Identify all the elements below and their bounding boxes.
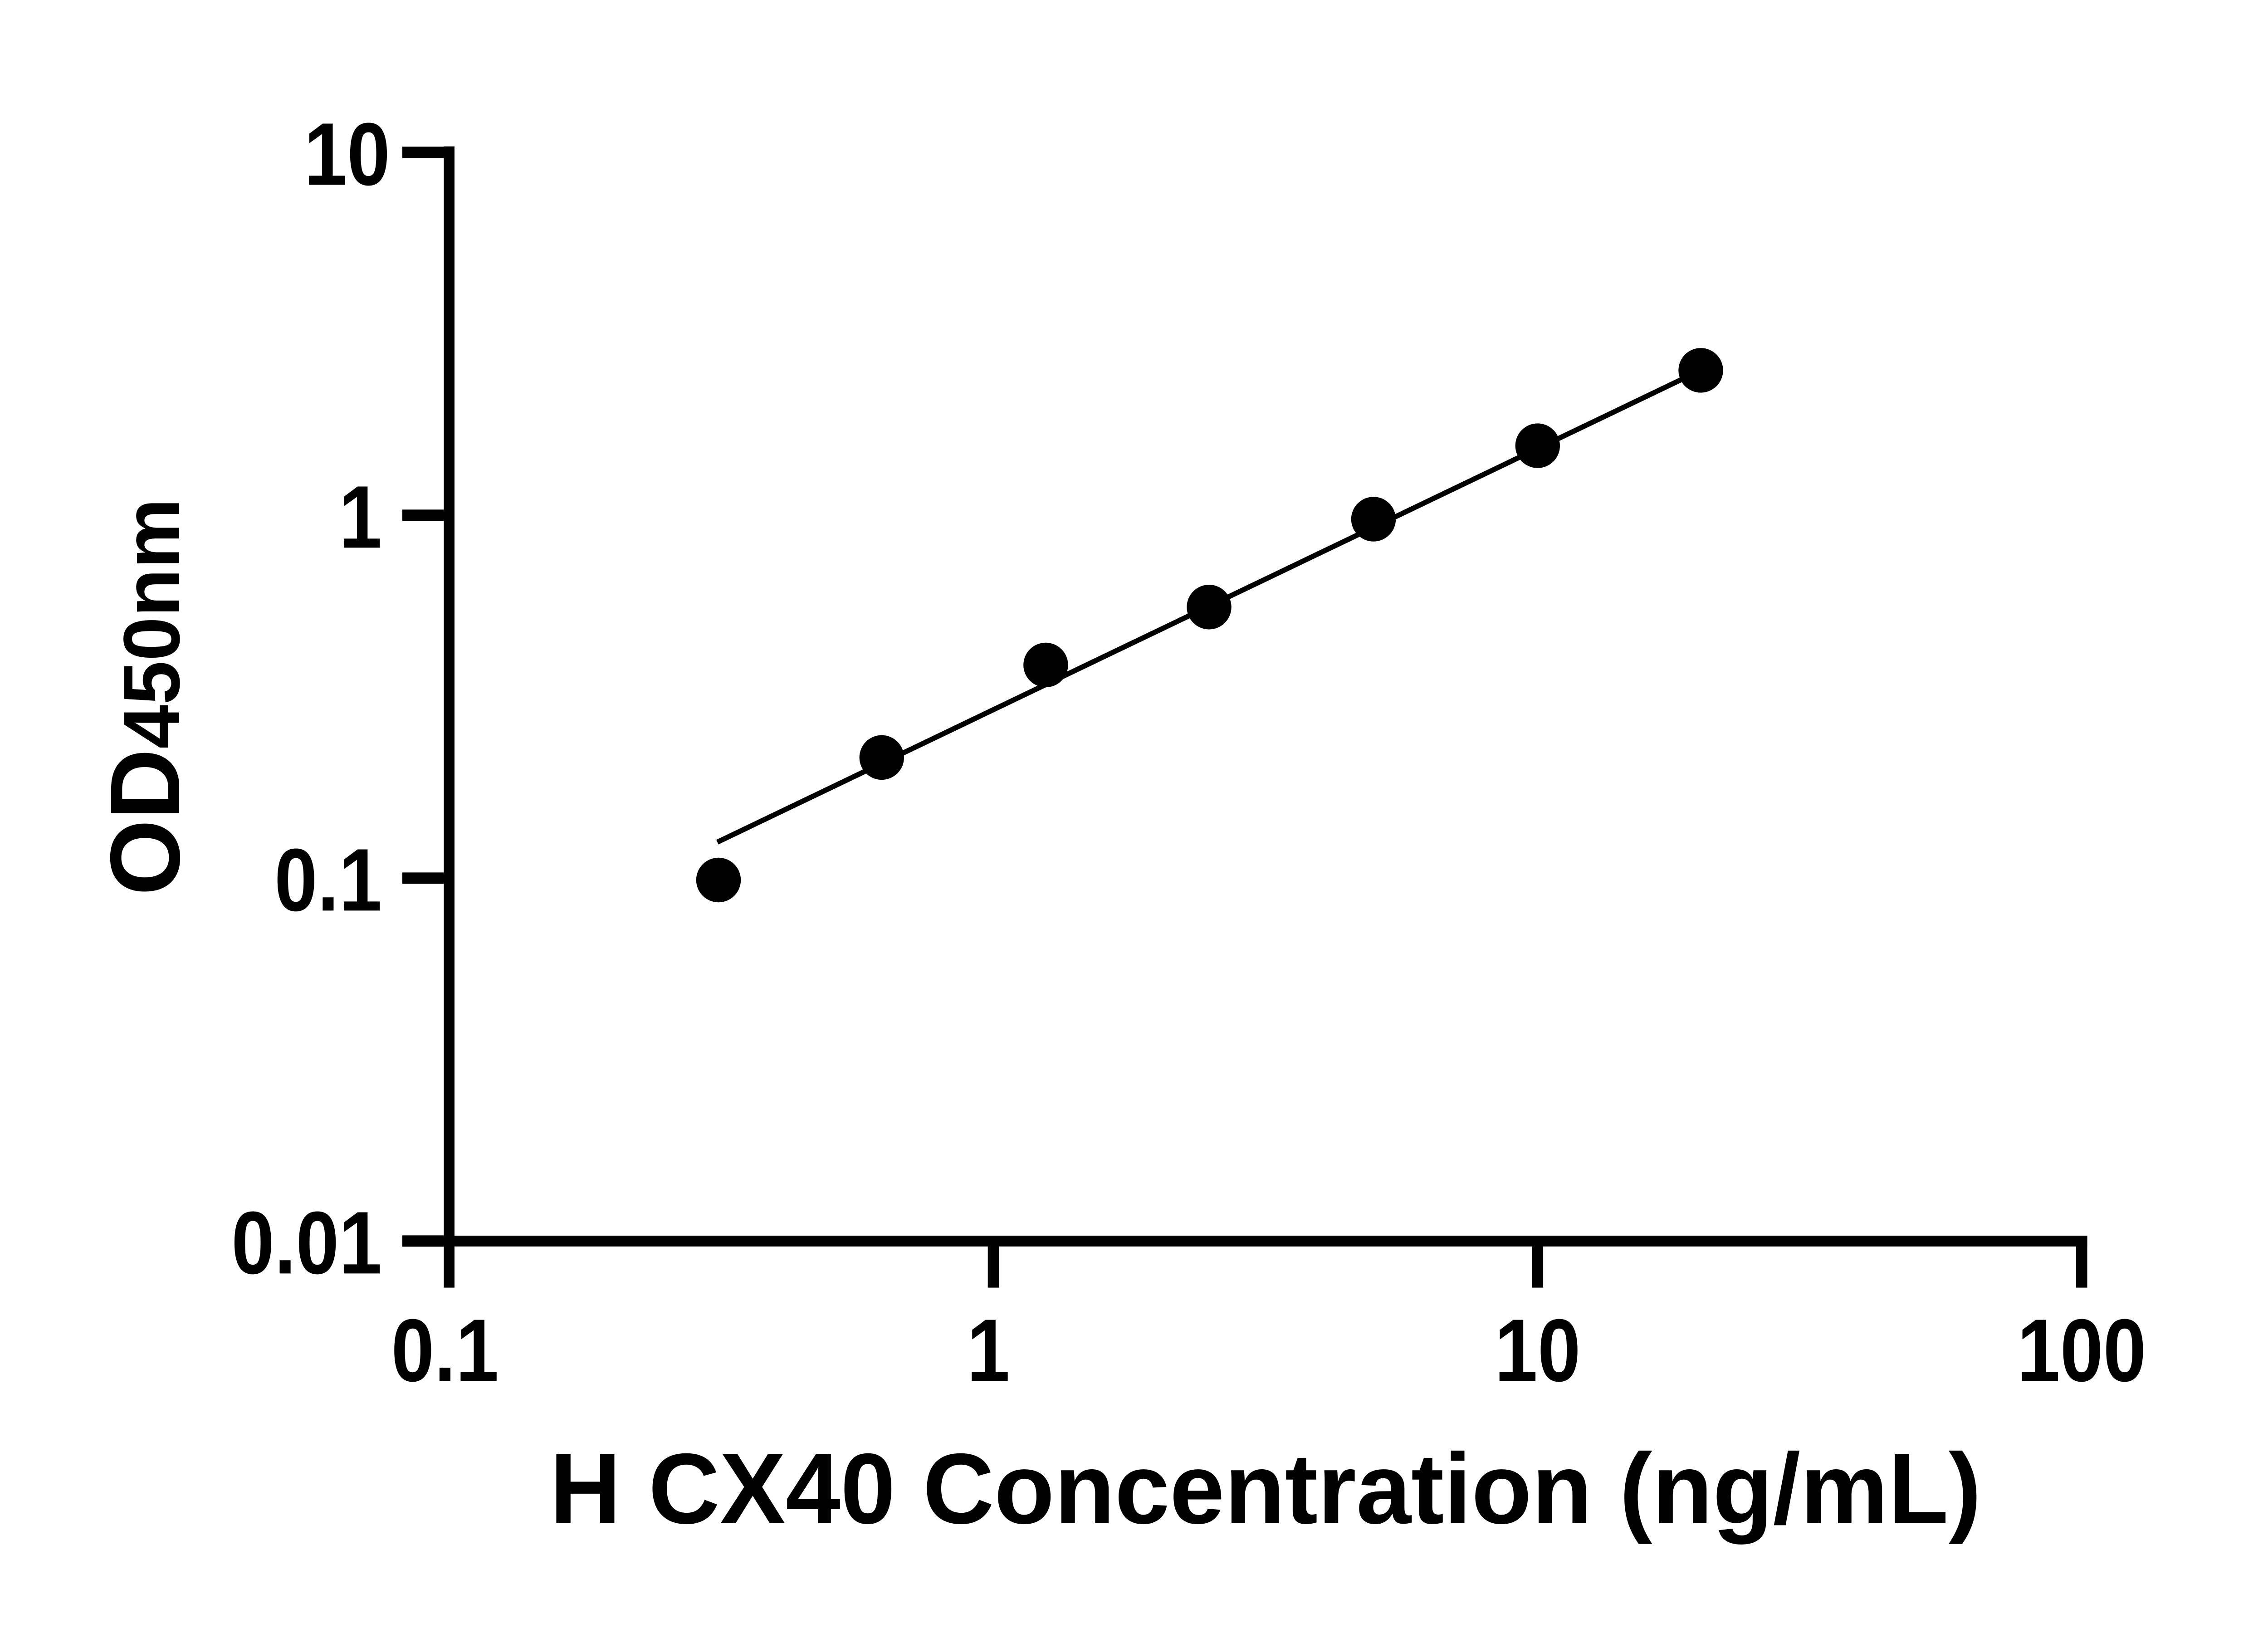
svg-text:H CX40 Concentration (ng/mL): H CX40 Concentration (ng/mL): [550, 1433, 1981, 1545]
svg-text:1: 1: [339, 467, 382, 567]
svg-text:1: 1: [967, 1301, 1010, 1400]
svg-text:0.1: 0.1: [391, 1301, 499, 1400]
svg-text:0.01: 0.01: [231, 1193, 382, 1292]
svg-text:0.1: 0.1: [274, 830, 382, 929]
svg-text:10: 10: [304, 104, 390, 204]
svg-text:OD450nm: OD450nm: [90, 499, 200, 896]
svg-text:10: 10: [1495, 1301, 1581, 1400]
svg-text:100: 100: [2017, 1301, 2146, 1400]
